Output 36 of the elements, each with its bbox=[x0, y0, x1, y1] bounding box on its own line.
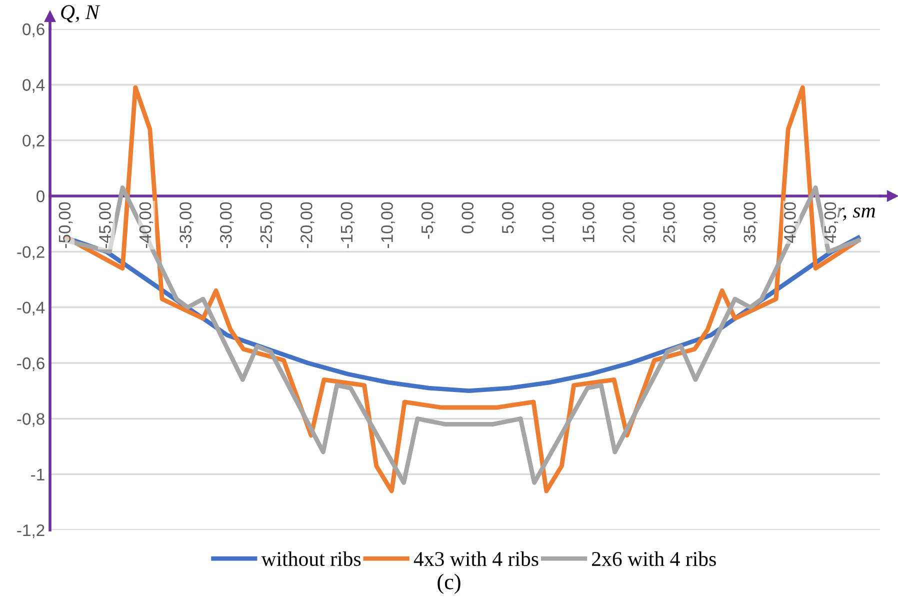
y-tick-label: -0,2 bbox=[17, 246, 44, 260]
x-tick-label: -15,00 bbox=[340, 202, 355, 248]
x-tick-label: -25,00 bbox=[260, 202, 274, 248]
x-tick-label: -40,00 bbox=[139, 202, 154, 248]
x-tick-label: -45,00 bbox=[99, 202, 113, 248]
x-tick-label: -50,00 bbox=[58, 202, 73, 248]
legend-label: 4x3 with 4 ribs bbox=[414, 551, 538, 566]
x-tick-label: 25,00 bbox=[663, 202, 677, 242]
x-tick-label: 5,00 bbox=[502, 202, 516, 234]
legend-label: 2x6 with 4 ribs bbox=[592, 551, 716, 566]
y-tick-label: -0,4 bbox=[17, 302, 45, 316]
legend-label: without ribs bbox=[261, 551, 361, 566]
x-tick-label: 35,00 bbox=[744, 202, 758, 243]
x-tick-label: -35,00 bbox=[180, 202, 194, 248]
x-tick-label: -20,00 bbox=[300, 202, 314, 248]
x-tick-label: 20,00 bbox=[622, 202, 637, 242]
y-tick-label: -0,6 bbox=[17, 357, 44, 372]
x-tick-label: 15,00 bbox=[582, 202, 596, 242]
y-tick-label: -1 bbox=[31, 468, 44, 480]
x-tick-label: -5,00 bbox=[421, 202, 436, 239]
x-tick-label: 40,00 bbox=[784, 202, 798, 243]
y-tick-label: 0,6 bbox=[22, 23, 44, 38]
y-tick-label: 0 bbox=[36, 190, 44, 202]
y-tick-label: -1,2 bbox=[17, 524, 44, 538]
x-tick-label: 0,00 bbox=[462, 202, 476, 234]
y-axis-title: Q, N bbox=[61, 5, 100, 22]
text: (c) bbox=[438, 574, 460, 594]
x-tick-label: -30,00 bbox=[220, 202, 234, 248]
x-axis-title: r, sm bbox=[837, 208, 875, 221]
y-tick-label: 0,4 bbox=[22, 79, 45, 93]
x-tick-label: -10,00 bbox=[381, 202, 395, 248]
x-tick-label: 10,00 bbox=[542, 202, 556, 242]
x-tick-label: 30,00 bbox=[703, 202, 718, 243]
y-tick-label: 0,2 bbox=[22, 134, 44, 149]
x-tick-label: 45,00 bbox=[824, 202, 838, 243]
y-tick-label: -0,8 bbox=[17, 413, 44, 427]
